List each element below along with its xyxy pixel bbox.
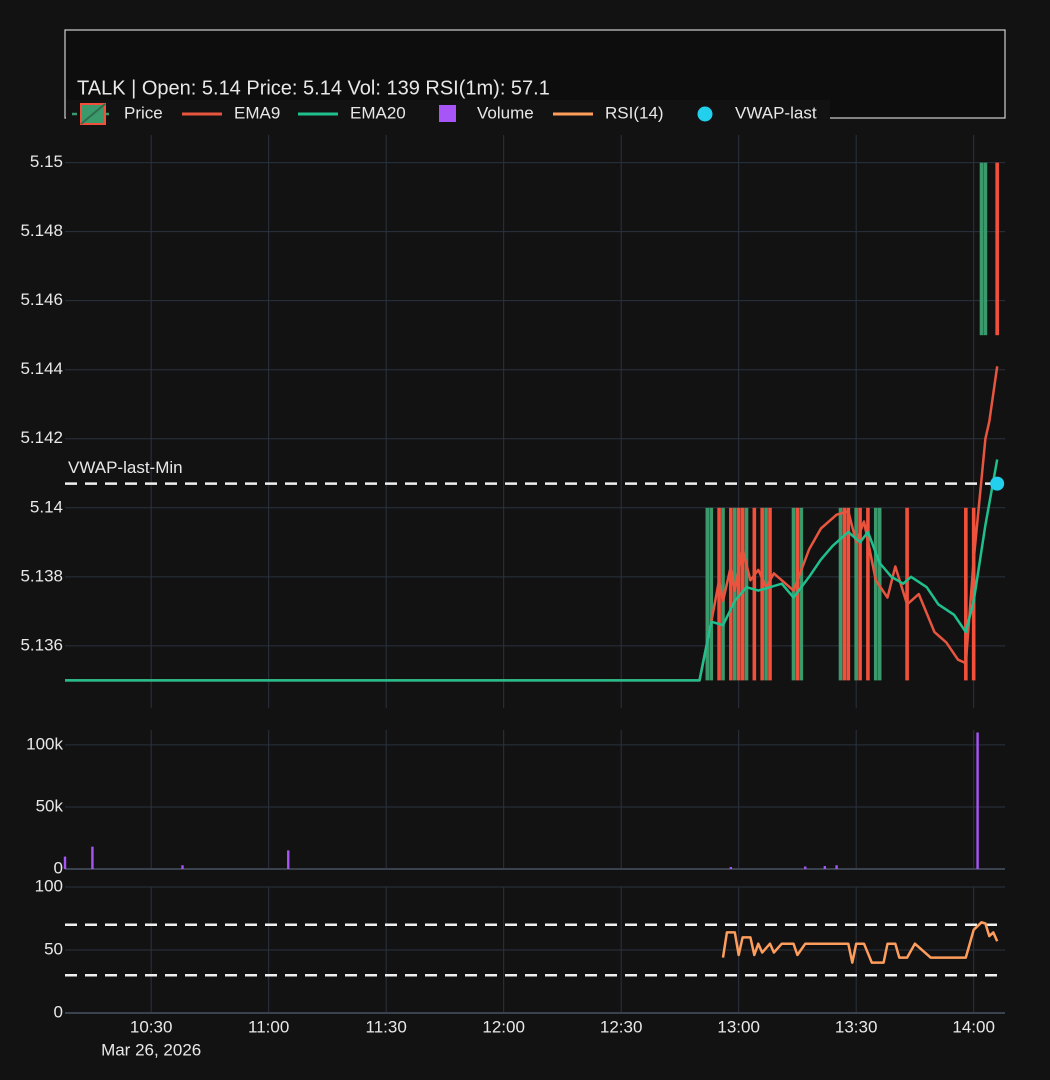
volume-bar (63, 856, 67, 869)
candle (764, 507, 768, 681)
volume-bar (976, 732, 979, 869)
candle (866, 507, 870, 681)
legend-icon (80, 103, 106, 125)
candle (717, 507, 721, 681)
y-tick-label: 0 (54, 858, 63, 877)
candle (846, 507, 851, 681)
y-tick-label: 100k (26, 734, 63, 753)
volume-bar (804, 866, 807, 869)
candle (736, 507, 741, 681)
legend-label: VWAP-last (735, 103, 817, 122)
candle (721, 507, 725, 681)
legend-label: Price (124, 103, 163, 122)
vwap-point (990, 476, 1005, 491)
volume-bar (287, 850, 290, 869)
y-tick-label: 5.148 (20, 221, 63, 240)
candle (995, 162, 999, 336)
candle (744, 507, 749, 681)
candle (979, 162, 984, 336)
legend-label: EMA9 (234, 103, 280, 122)
candle (873, 507, 878, 681)
y-tick-label: 50k (36, 796, 64, 815)
candle (877, 507, 882, 681)
legend-label: EMA20 (350, 103, 406, 122)
y-tick-label: 5.144 (20, 359, 63, 378)
y-tick-label: 5.142 (20, 428, 63, 447)
candle (983, 162, 988, 336)
volume-bar (91, 846, 94, 869)
y-tick-label: 0 (54, 1002, 63, 1021)
candle (705, 507, 710, 681)
y-tick-label: 100 (35, 876, 63, 895)
y-tick-label: 5.15 (30, 152, 63, 171)
candle (964, 507, 968, 681)
candle (854, 507, 858, 681)
legend-icon (439, 105, 456, 122)
candle (768, 507, 772, 681)
volume-bar (823, 866, 827, 869)
series-line (721, 921, 999, 964)
volume-bar (835, 865, 838, 869)
legend-label: Volume (477, 103, 534, 122)
x-tick-label: 12:00 (482, 1017, 525, 1036)
x-tick-label: 10:30 (130, 1017, 173, 1036)
candle (732, 507, 737, 681)
y-tick-label: 50 (44, 939, 63, 958)
volume-bar (181, 865, 184, 869)
candle (799, 507, 804, 681)
x-tick-label: 13:00 (717, 1017, 760, 1036)
candle (842, 507, 847, 681)
reference-label: VWAP-last-Min (68, 458, 183, 477)
y-tick-label: 5.146 (20, 290, 63, 309)
x-tick-label: 13:30 (835, 1017, 878, 1036)
candle (709, 507, 714, 681)
candle (858, 507, 862, 681)
legend-label: RSI(14) (605, 103, 664, 122)
series-line (65, 459, 999, 682)
candle (729, 507, 733, 681)
y-tick-label: 5.138 (20, 566, 63, 585)
volume-bar (729, 867, 733, 869)
x-tick-label: 11:30 (366, 1017, 407, 1036)
chart-title: TALK | Open: 5.14 Price: 5.14 Vol: 139 R… (77, 77, 550, 99)
candle (791, 507, 796, 681)
x-date-label: Mar 26, 2026 (101, 1040, 201, 1059)
series-line (65, 366, 999, 682)
x-tick-label: 12:30 (600, 1017, 643, 1036)
candle (838, 507, 843, 681)
candle (752, 507, 757, 681)
candle (760, 507, 764, 681)
candle (740, 507, 745, 681)
x-tick-label: 11:00 (248, 1017, 289, 1036)
y-tick-label: 5.14 (30, 497, 63, 516)
candle (905, 507, 909, 681)
x-tick-label: 14:00 (952, 1017, 995, 1036)
y-tick-label: 5.136 (20, 635, 63, 654)
legend-icon (697, 106, 713, 122)
